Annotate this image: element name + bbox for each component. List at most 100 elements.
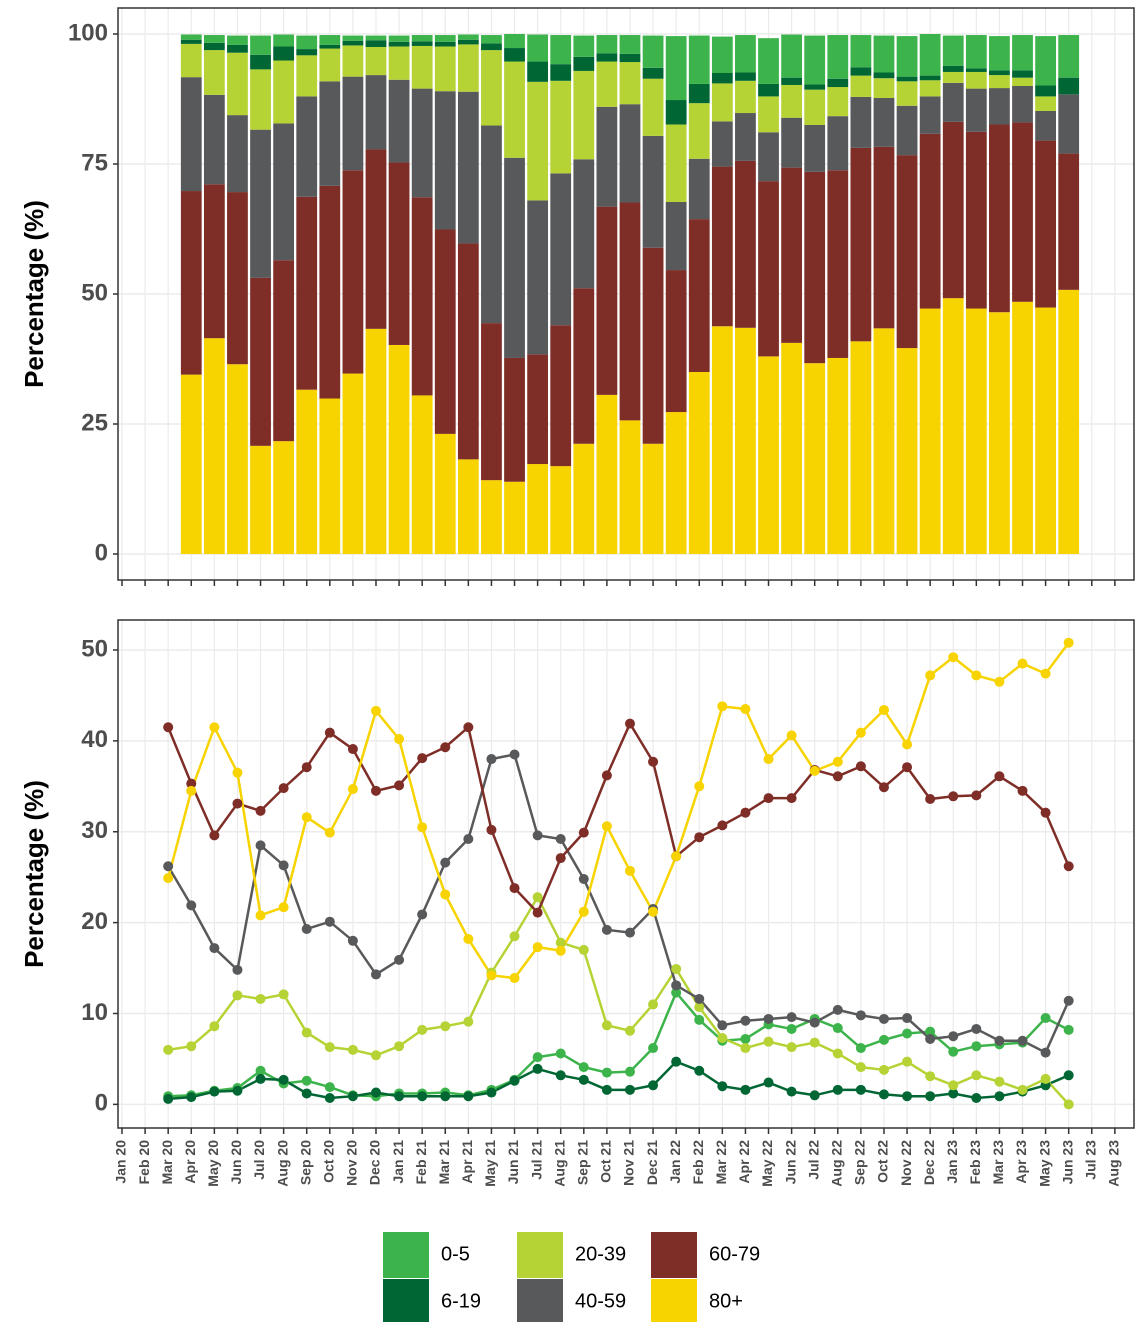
y-tick-label: 50 [81,635,108,662]
point [417,909,428,920]
bar-segment [919,308,941,554]
bar-segment [919,34,941,76]
bar-segment [665,124,687,202]
point [532,830,543,841]
point [855,1084,866,1095]
point [255,1073,266,1084]
bar-segment [735,80,756,114]
point [486,824,497,835]
point [717,701,728,712]
point [463,722,474,733]
bar-segment [896,36,918,77]
point [925,1091,936,1102]
bar-segment [342,35,364,41]
point [694,832,705,843]
point [809,1037,820,1048]
point [486,970,497,981]
bar-segment [504,61,525,158]
legend-swatch [651,1279,697,1322]
point [440,742,451,753]
bar-segment [365,35,387,41]
bar-segment [227,192,248,365]
y-tick-label: 0 [95,539,108,566]
bar-segment [711,36,733,73]
bar-segment [296,55,318,97]
point [463,1091,474,1102]
bar-segment [804,89,826,125]
point [301,1088,312,1099]
bar-segment [573,288,595,444]
bar-segment [388,35,410,42]
point [555,937,566,948]
bar-segment [804,125,826,172]
x-tick-label: Jul 22 [805,1140,821,1180]
bar-segment [781,77,803,85]
point [1040,1047,1051,1058]
bar-segment [481,323,502,481]
point [601,770,612,781]
point [878,704,889,715]
point [555,1070,566,1081]
point [971,1093,982,1104]
point [694,1002,705,1013]
point [809,765,820,776]
point [624,1066,635,1077]
y-tick-label: 100 [68,19,108,46]
bar-segment [273,46,295,61]
bar-segment [596,35,618,54]
bar-segment [965,131,987,309]
x-tick-label: Apr 21 [459,1140,475,1184]
point [186,778,197,789]
bar-segment [827,78,849,88]
bar-segment [919,75,941,81]
bar-segment [365,40,387,47]
bar-segment [319,35,341,45]
bar-segment [619,35,641,54]
point [186,900,197,911]
point [948,652,959,663]
bar-segment [827,170,849,358]
point [417,753,428,764]
point [994,1076,1005,1087]
bar-segment [411,45,433,89]
bar-segment [989,124,1010,313]
bar-segment [896,155,918,349]
bar-segment [942,121,964,299]
bar-segment [365,47,387,76]
bar-segment [411,41,433,46]
bar-segment [1035,85,1056,97]
bar-segment [411,395,433,554]
point [347,784,358,795]
x-tick-label: Nov 22 [898,1140,914,1186]
x-tick-label: Jun 23 [1059,1140,1075,1185]
point [1063,1024,1074,1035]
point [624,1025,635,1036]
point [948,1031,959,1042]
x-tick-label: Nov 21 [621,1140,637,1186]
point [763,1077,774,1088]
x-tick-label: Nov 20 [344,1140,360,1186]
bar-segment [642,135,664,248]
bar-segment [989,36,1010,71]
bar-segment [758,132,779,182]
point [532,907,543,918]
point [1063,1070,1074,1081]
bar-segment [388,46,410,80]
bar-segment [434,229,456,434]
point [624,865,635,876]
bar-segment [180,43,202,78]
bar-segment [896,81,918,106]
point [832,1004,843,1015]
point [209,1021,220,1032]
legend-swatch [651,1232,697,1278]
bar-segment [250,277,271,446]
bar-segment [296,49,318,56]
point [763,1036,774,1047]
point [532,1052,543,1063]
bar-segment [989,312,1010,554]
point [740,1043,751,1054]
bar-segment [504,481,525,554]
point [902,1028,913,1039]
bar-segment [1035,36,1056,86]
y-tick-label: 75 [81,149,108,176]
